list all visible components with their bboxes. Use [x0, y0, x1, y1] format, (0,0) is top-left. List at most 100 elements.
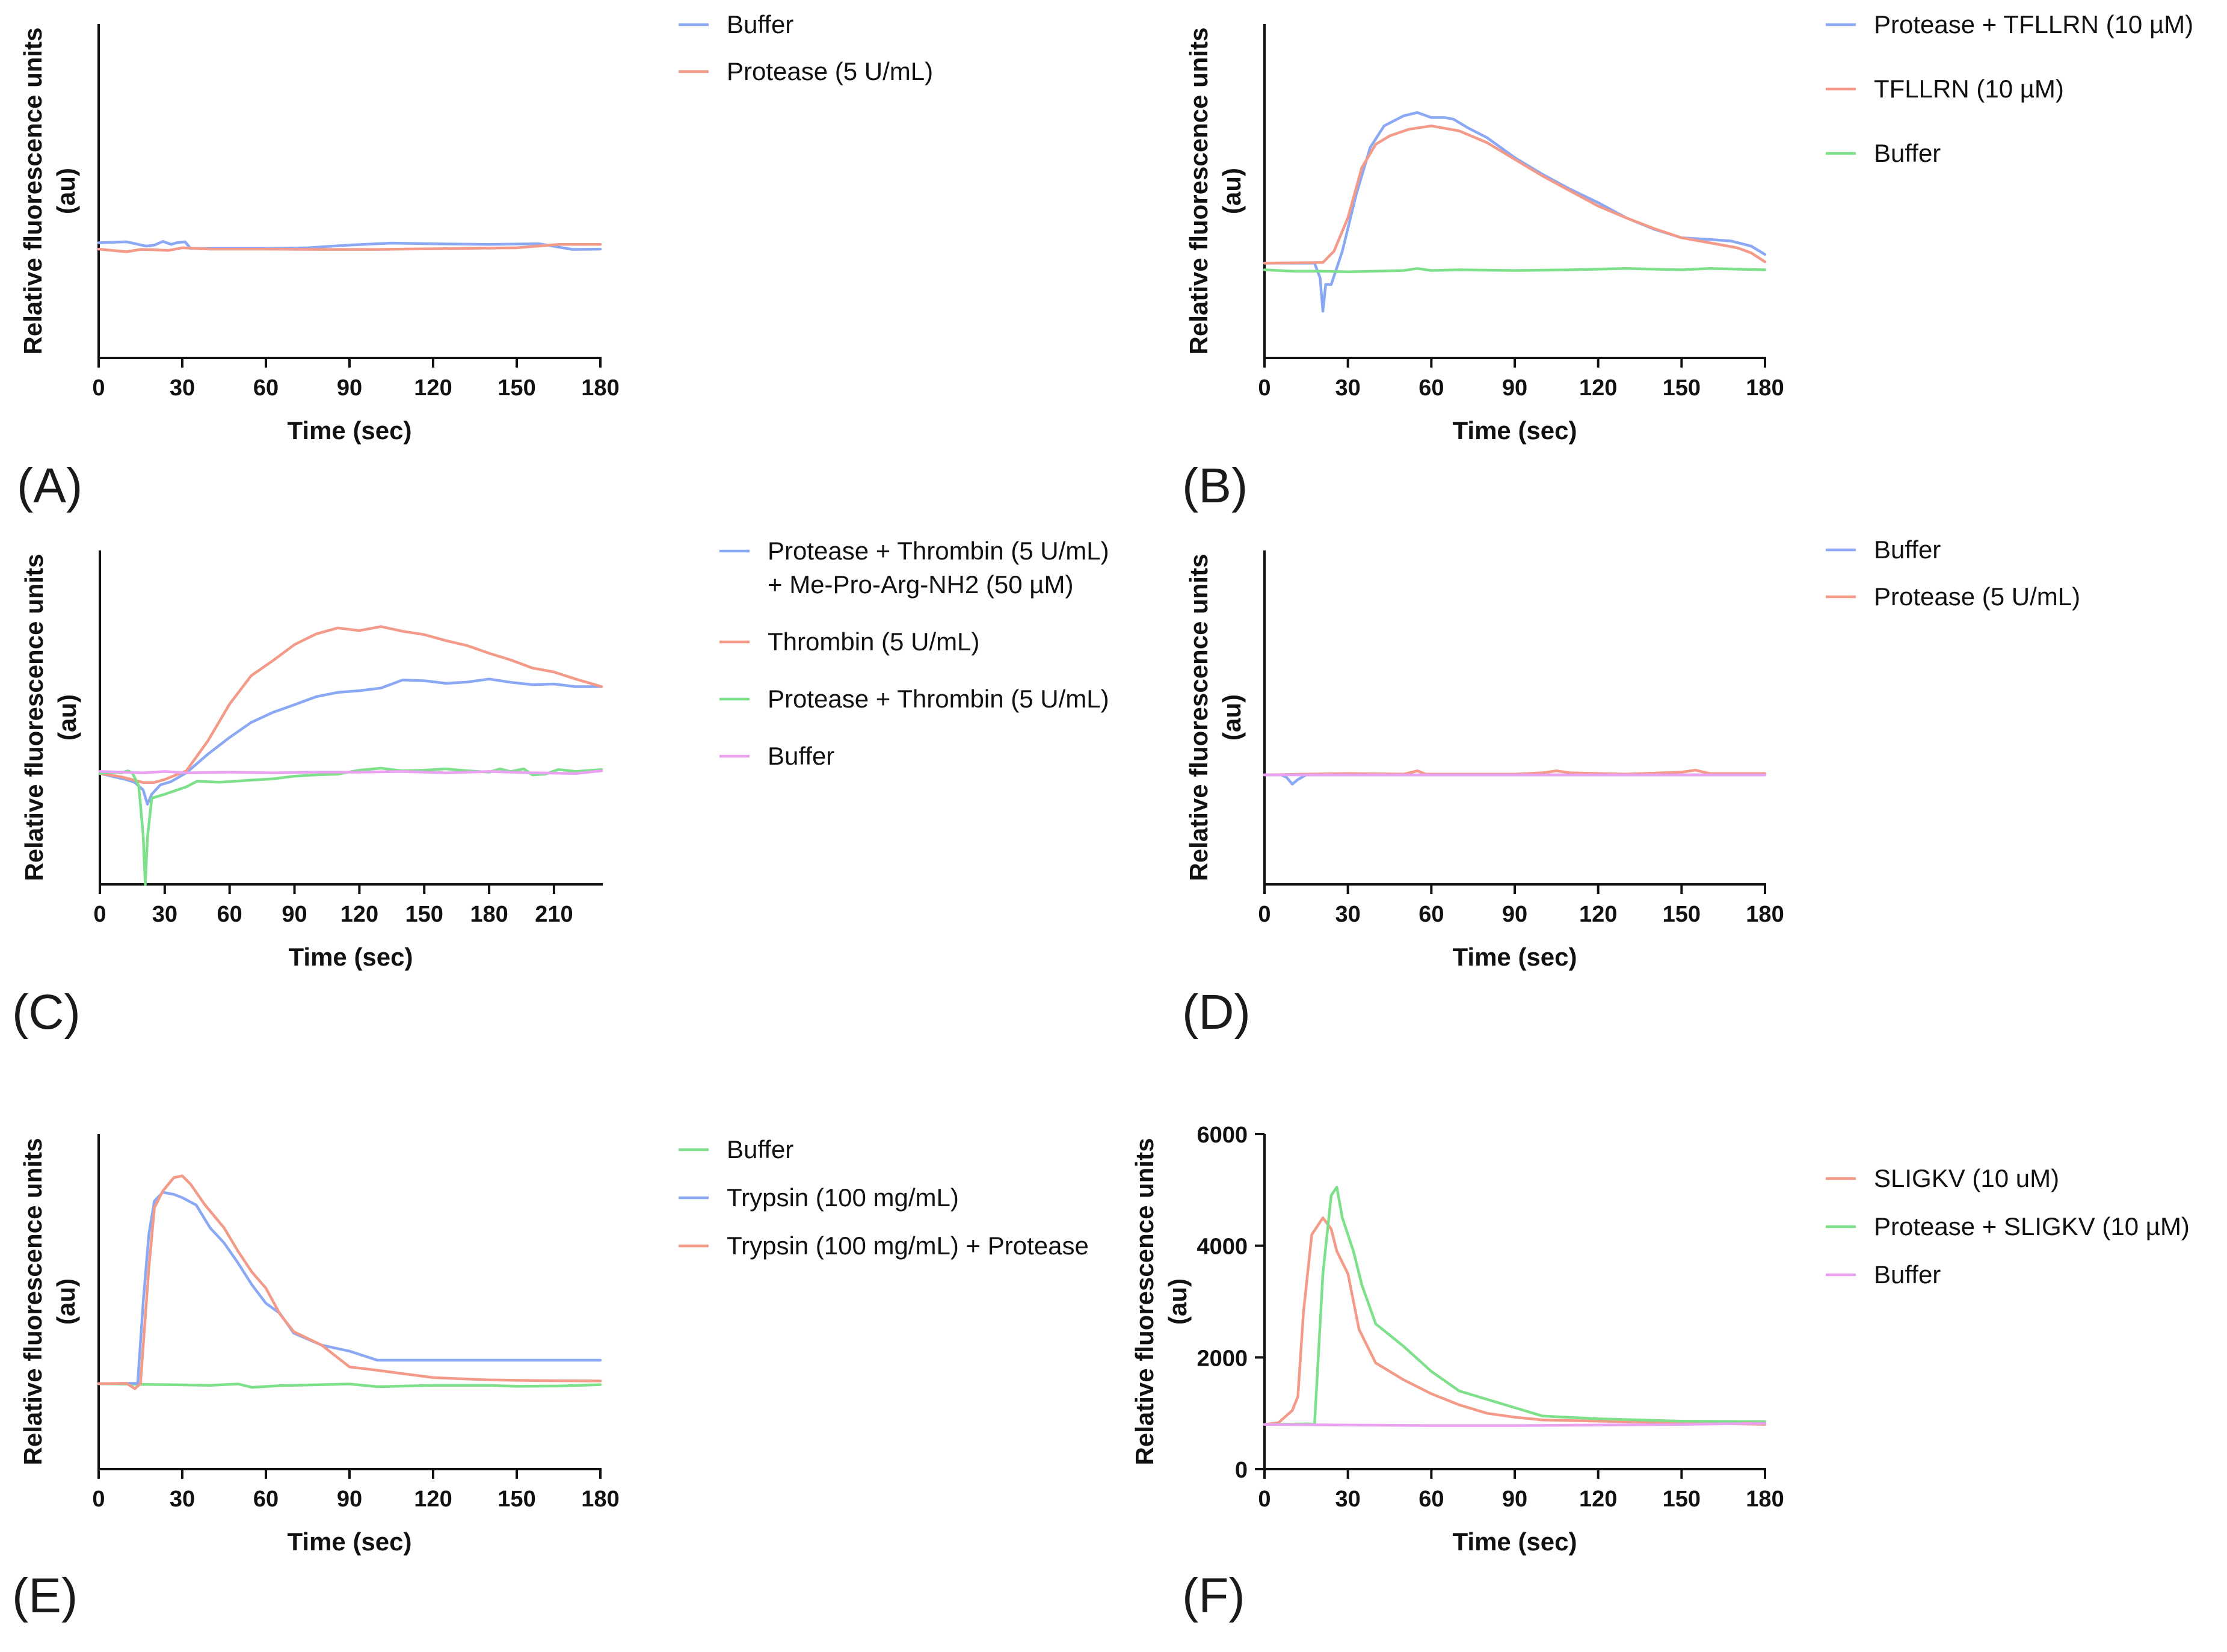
series-line-protease-5-u-ml-	[97, 243, 602, 253]
series-line-buffer	[1263, 267, 1767, 274]
x-tick-label: 180	[470, 902, 508, 927]
x-tick-label: 0	[93, 902, 106, 927]
y-axis-title: Relative fluorescence units	[19, 1138, 47, 1466]
x-tick-label: 30	[170, 1487, 195, 1512]
x-tick-label: 180	[1746, 902, 1784, 927]
x-tick-label: 30	[1335, 375, 1361, 401]
y-axis-title: (au)	[52, 168, 80, 214]
y-axis-title: Relative fluorescence units	[1130, 1138, 1159, 1466]
series-line-protease-thrombin-5-u-ml-	[98, 766, 603, 886]
x-axis-title: Time (sec)	[289, 943, 413, 971]
legend-label: Buffer	[727, 1135, 793, 1163]
legend-label: Protease + TFLLRN (10 µM)	[1874, 10, 2193, 39]
x-tick-label: 30	[1335, 902, 1361, 927]
x-tick-label: 150	[1663, 1487, 1701, 1512]
legend-label: Buffer	[1874, 1260, 1941, 1289]
series-line-protease-thrombin-5-u-ml-	[98, 677, 603, 806]
x-tick-label: 150	[1663, 902, 1701, 927]
panel-letter: (E)	[12, 1568, 78, 1623]
x-tick-label: 60	[1418, 902, 1444, 927]
panel-a: 0 30 60 90 120 150 180 Time (sec) Relative fluor…	[17, 10, 933, 513]
x-tick-label: 30	[170, 375, 195, 401]
x-tick-label: 180	[581, 375, 619, 401]
x-tick-label: 120	[414, 375, 452, 401]
x-tick-label: 120	[414, 1487, 452, 1512]
legend: Buffer Trypsin (100 mg/mL) Trypsin (100 mg…	[679, 1135, 1089, 1260]
x-axis-title: Time (sec)	[1453, 416, 1577, 445]
y-axis-title: Relative fluorescence units	[1184, 28, 1213, 355]
legend: Buffer Protease (5 U/mL)	[679, 10, 933, 85]
x-tick-label: 120	[1579, 375, 1617, 401]
x-tick-label: 0	[1258, 375, 1271, 401]
x-tick-label: 90	[337, 375, 362, 401]
y-tick-label: 4000	[1197, 1234, 1248, 1260]
legend-label: Protease (5 U/mL)	[1874, 582, 2080, 611]
x-tick-label: 210	[535, 902, 573, 927]
legend-label: Trypsin (100 mg/mL) + Protease	[727, 1231, 1089, 1260]
x-tick-label: 180	[1746, 1487, 1784, 1512]
x-tick-label: 0	[1258, 902, 1271, 927]
series-line-protease-tfllrn-10-m-	[1263, 111, 1767, 313]
x-tick-label: 90	[1502, 1487, 1527, 1512]
x-tick-label: 120	[1579, 902, 1617, 927]
legend-label: Buffer	[1874, 535, 1941, 564]
y-axis-title: Relative fluorescence units	[1184, 554, 1213, 881]
x-tick-label: 30	[1335, 1487, 1361, 1512]
legend: Buffer Protease (5 U/mL)	[1826, 535, 2080, 611]
legend-label: Buffer	[768, 742, 834, 770]
x-tick-label: 180	[1746, 375, 1784, 401]
x-tick-label: 60	[253, 375, 279, 401]
x-tick-label: 90	[1502, 375, 1527, 401]
legend-label: Buffer	[1874, 139, 1941, 167]
legend-label: Protease + Thrombin (5 U/mL)	[768, 685, 1109, 713]
x-tick-label: 90	[1502, 902, 1527, 927]
x-tick-label: 60	[217, 902, 242, 927]
series-line-sligkv-10-um-	[1263, 1216, 1767, 1426]
x-tick-label: 150	[405, 902, 443, 927]
y-axis-title: (au)	[1163, 1278, 1192, 1325]
legend-label: + Me-Pro-Arg-NH2 (50 µM)	[768, 570, 1073, 599]
series-line-protease-5-u-ml-	[1263, 768, 1767, 777]
legend-label: Thrombin (5 U/mL)	[768, 627, 979, 656]
series-line-buffer	[1263, 773, 1767, 786]
panel-letter: (A)	[17, 458, 82, 513]
y-axis-title: (au)	[1218, 694, 1246, 741]
y-axis-title: (au)	[1218, 168, 1246, 214]
series-line-buffer	[97, 1382, 602, 1389]
x-tick-label: 150	[497, 375, 535, 401]
panel-b: 0 30 60 90 120 150 180 Time (sec) Relative fluor…	[1182, 10, 2193, 513]
series-line-trypsin-100-mg-ml-	[97, 1191, 602, 1385]
panel-letter: (C)	[12, 985, 81, 1040]
x-axis-title: Time (sec)	[1453, 1527, 1577, 1556]
legend: Protease + Thrombin (5 U/mL) + Me-Pro-Arg…	[719, 537, 1109, 770]
x-tick-label: 60	[1418, 375, 1444, 401]
legend-label: Trypsin (100 mg/mL)	[727, 1183, 959, 1212]
x-tick-label: 0	[92, 1487, 105, 1512]
series-line-protease-sligkv-10-m-	[1263, 1185, 1767, 1426]
x-tick-label: 150	[1663, 375, 1701, 401]
panel-letter: (B)	[1182, 458, 1248, 513]
x-axis-title: Time (sec)	[288, 416, 412, 445]
x-tick-label: 180	[581, 1487, 619, 1512]
legend-label: Protease (5 U/mL)	[727, 57, 933, 85]
series-line-tfllrn-10-m-	[1263, 125, 1767, 265]
x-tick-label: 120	[1579, 1487, 1617, 1512]
x-tick-label: 120	[340, 902, 378, 927]
x-tick-label: 30	[152, 902, 177, 927]
x-axis-title: Time (sec)	[288, 1527, 412, 1556]
legend-label: Protease + SLIGKV (10 µM)	[1874, 1212, 2190, 1241]
x-tick-label: 90	[337, 1487, 362, 1512]
panel-letter: (F)	[1182, 1568, 1245, 1623]
x-tick-label: 150	[497, 1487, 535, 1512]
legend-label: TFLLRN (10 µM)	[1874, 75, 2064, 103]
y-axis-title: (au)	[53, 694, 81, 741]
y-axis-title: Relative fluorescence units	[20, 554, 48, 881]
series-line-thrombin-5-u-ml-	[98, 625, 603, 784]
x-tick-label: 90	[282, 902, 307, 927]
legend: SLIGKV (10 uM) Protease + SLIGKV (10 µM) B…	[1826, 1164, 2190, 1289]
y-tick-label: 0	[1235, 1458, 1248, 1483]
legend-label: Buffer	[727, 10, 793, 39]
series-line-buffer	[98, 769, 603, 775]
series-line-trypsin-100-mg-ml-protease	[97, 1174, 602, 1390]
